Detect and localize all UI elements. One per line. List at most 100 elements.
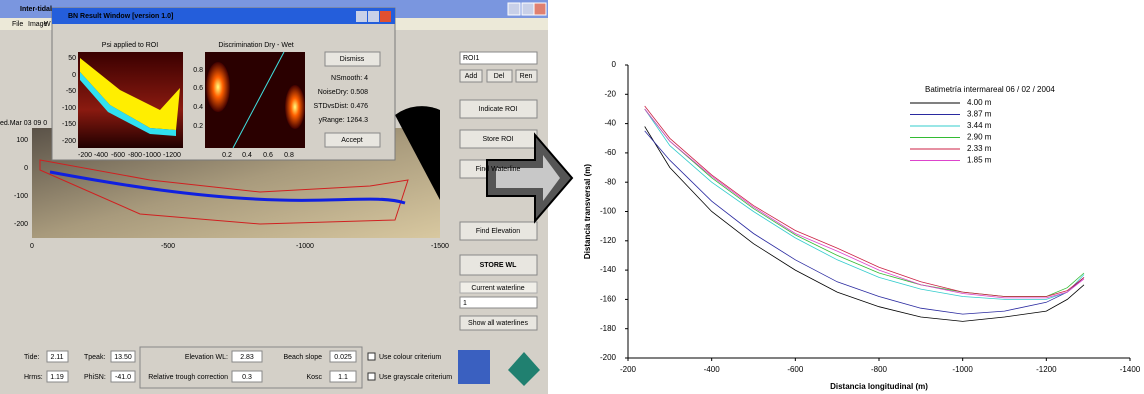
- gui-text: STORE WL: [480, 262, 518, 269]
- y-tick-label: -60: [604, 148, 616, 157]
- gui-text: -1000: [143, 152, 161, 159]
- gui-text: -400: [94, 152, 108, 159]
- y-tick-label: -140: [600, 265, 617, 274]
- gui-text: -100: [14, 193, 28, 200]
- x-tick-label: -600: [787, 365, 804, 374]
- gui-text: -50: [66, 88, 76, 95]
- x-tick-label: -400: [704, 365, 721, 374]
- x-tick-label: -1400: [1120, 365, 1141, 374]
- chart-title: Batimetría intermareal 06 / 02 / 2004: [925, 85, 1055, 94]
- y-tick-label: 0: [612, 60, 617, 69]
- gui-text: W: [44, 21, 51, 28]
- gui-text: 0.6: [263, 152, 273, 159]
- gui-text: Psi applied to ROI: [102, 42, 158, 49]
- y-tick-label: -80: [604, 177, 616, 186]
- logo: [458, 350, 490, 384]
- gui-text: Dismiss: [340, 56, 365, 63]
- legend-label: 3.44 m: [967, 121, 992, 130]
- series-line: [645, 106, 1084, 297]
- x-tick-label: -800: [871, 365, 888, 374]
- gui-text: 0.2: [222, 152, 232, 159]
- close-button[interactable]: [380, 11, 391, 22]
- gui-text: Current waterline: [471, 285, 524, 292]
- gui-text: 0.2: [193, 123, 203, 130]
- gui-text: Discrimination Dry - Wet: [218, 42, 293, 49]
- window-button[interactable]: [368, 11, 379, 22]
- gui-text: Elevation WL:: [185, 354, 228, 361]
- gui-text: 0: [24, 165, 28, 172]
- gui-text: Accept: [341, 137, 362, 144]
- y-tick-label: -20: [604, 89, 616, 98]
- gui-text: -200: [62, 138, 76, 145]
- gui-text: 2.83: [240, 354, 254, 361]
- gui-text: Add: [465, 73, 478, 80]
- window-button[interactable]: [356, 11, 367, 22]
- gui-text: 13.50: [114, 354, 132, 361]
- y-tick-label: -100: [600, 207, 617, 216]
- gui-text: 0.025: [334, 354, 352, 361]
- page: Inter-tidalFileImageWed.Mar 03 09 01000-…: [0, 0, 1144, 394]
- gui-text: STDvsDist: 0.476: [314, 103, 369, 110]
- close-button[interactable]: [534, 3, 546, 15]
- gui-text: 0: [30, 243, 34, 250]
- gui-text: Show all waterlines: [468, 320, 528, 327]
- y-tick-label: -40: [604, 119, 616, 128]
- gui-text: -600: [111, 152, 125, 159]
- x-tick-label: -1000: [952, 365, 973, 374]
- x-tick-label: -1200: [1036, 365, 1057, 374]
- legend-label: 4.00 m: [967, 98, 992, 107]
- legend-label: 2.90 m: [967, 133, 992, 142]
- gui-text: Kosc: [306, 374, 322, 381]
- gui-text: Beach slope: [283, 354, 322, 361]
- gui-text: Indicate ROI: [479, 106, 518, 113]
- gui-text: Use colour criterium: [379, 354, 441, 361]
- y-axis-title: Distancia transversal (m): [583, 164, 592, 259]
- gui-text: 0.8: [193, 67, 203, 74]
- gui-text: 50: [68, 55, 76, 62]
- series-line: [645, 127, 1084, 322]
- gui-text: -200: [78, 152, 92, 159]
- gui-text: Hrms:: [24, 374, 43, 381]
- gui-text: 0.8: [284, 152, 294, 159]
- legend-label: 2.33 m: [967, 144, 992, 153]
- gui-text: Use grayscale criterium: [379, 374, 452, 381]
- disc-blob: [206, 62, 230, 112]
- y-tick-label: -120: [600, 236, 617, 245]
- gui-text: PhiSN:: [84, 374, 106, 381]
- gui-text: Find Waterline: [476, 166, 521, 173]
- gui-text: 100: [16, 137, 28, 144]
- gui-text: Find Elevation: [476, 228, 520, 235]
- window-button[interactable]: [522, 3, 534, 15]
- gui-text: ROI1: [463, 55, 479, 62]
- gui-text: Store ROI: [482, 136, 513, 143]
- window-button[interactable]: [508, 3, 520, 15]
- gui-text: 2.11: [50, 354, 63, 361]
- y-tick-label: -160: [600, 295, 617, 304]
- gui-text: 1.1: [338, 374, 348, 381]
- gui-text: 0: [72, 72, 76, 79]
- gui-text: -800: [128, 152, 142, 159]
- gui-text: 0.3: [242, 374, 252, 381]
- gui-text: 0.4: [193, 104, 203, 111]
- gui-text: Ren: [520, 73, 533, 80]
- gui-text: -1000: [296, 243, 314, 250]
- checkbox[interactable]: [368, 353, 375, 360]
- waterline-select[interactable]: [460, 297, 537, 308]
- gui-text: -500: [161, 243, 175, 250]
- gui-text: -1500: [431, 243, 449, 250]
- gui-text: ed.Mar 03 09 0: [0, 120, 47, 127]
- legend-label: 1.85 m: [967, 156, 992, 165]
- gui-text: Relative trough correction: [148, 374, 228, 381]
- gui-text: 0.4: [242, 152, 252, 159]
- checkbox[interactable]: [368, 373, 375, 380]
- gui-text: Tide:: [24, 354, 39, 361]
- disc-blob: [285, 85, 305, 129]
- series-line: [645, 131, 1084, 314]
- x-axis-title: Distancia longitudinal (m): [830, 382, 928, 391]
- gui-text: NSmooth: 4: [331, 75, 368, 82]
- gui-text: 0.6: [193, 85, 203, 92]
- series-line: [645, 109, 1084, 298]
- gui-text: -100: [62, 105, 76, 112]
- gui-text: -1200: [163, 152, 181, 159]
- gui-text: -150: [62, 121, 76, 128]
